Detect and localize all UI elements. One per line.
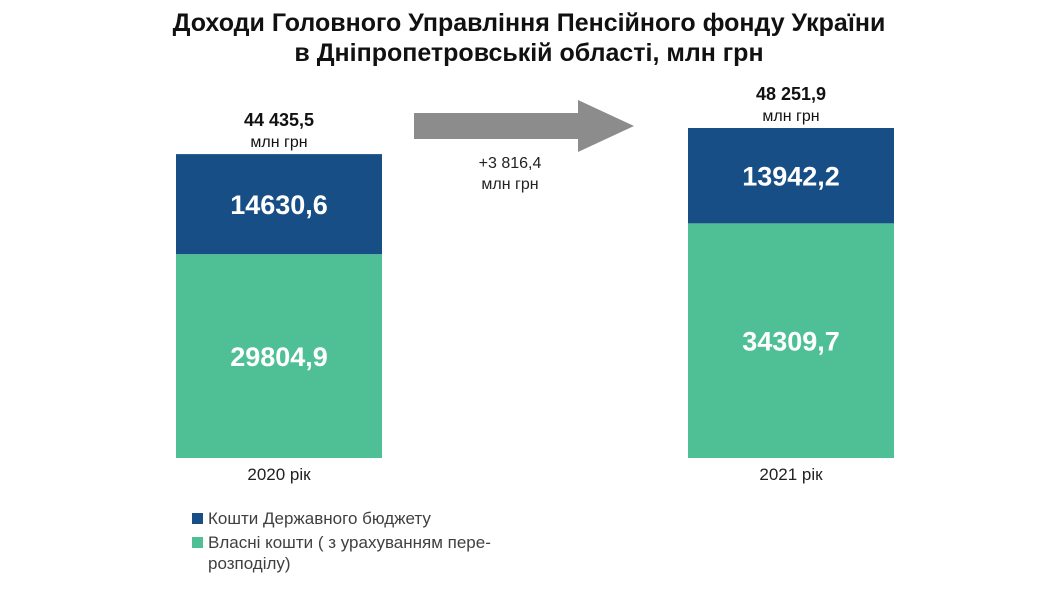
total-value-2: 48 251,9 [756,84,826,104]
data-label-budget-2: 13942,2 [742,162,840,192]
bar-budget-1 [176,154,382,255]
bar-budget-2 [688,128,894,224]
total-unit-2: млн грн [762,108,819,125]
increase-arrow-icon [414,100,634,152]
total-value-1: 44 435,5 [244,110,314,130]
chart-title: Доходи Головного Управління Пенсійного ф… [0,8,1058,68]
chart-title-line-2: в Дніпропетровській області, млн грн [294,39,764,67]
total-unit-1: млн грн [250,134,307,151]
legend-swatch-own [192,537,203,548]
data-label-own-1: 29804,9 [230,342,328,372]
legend-label-own: Власні кошти ( з урахуванням пере-розпод… [208,533,491,573]
category-label-1: 2020 рік [247,465,311,484]
change-unit: млн грн [481,176,538,193]
change-value: +3 816,4 [479,155,542,172]
legend-swatch-budget [192,513,203,524]
data-label-own-2: 34309,7 [742,327,840,357]
legend-item-own: Власні кошти ( з урахуванням пере-розпод… [192,532,568,574]
legend: Кошти Державного бюджету Власні кошти ( … [192,508,568,577]
chart-title-line-1: Доходи Головного Управління Пенсійного ф… [172,9,886,37]
category-label-2: 2021 рік [759,465,823,484]
bars-group: 29804,9 14630,6 34309,7 13942,2 [176,128,894,458]
bar-own-1 [176,254,382,458]
bar-own-2 [688,223,894,458]
data-label-budget-1: 14630,6 [230,190,328,220]
legend-item-budget: Кошти Державного бюджету [192,508,568,529]
annotations-group: 44 435,5 млн грн 2020 рік 48 251,9 млн грн 20… [244,84,826,484]
legend-label-budget: Кошти Державного бюджету [208,509,431,528]
